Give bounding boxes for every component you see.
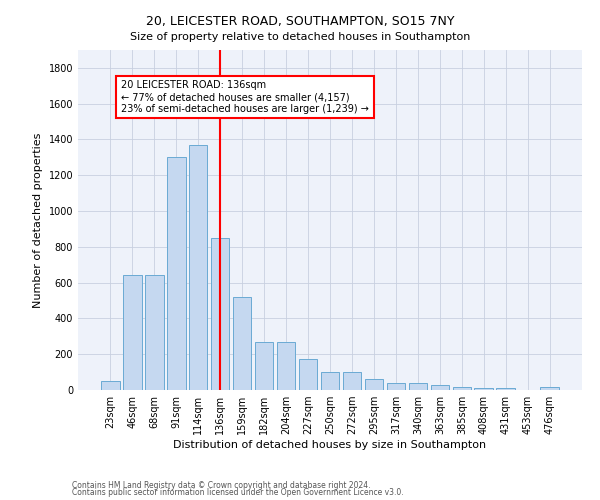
Bar: [343, 372, 361, 390]
Bar: [409, 383, 427, 390]
Bar: [299, 358, 317, 390]
Y-axis label: Number of detached properties: Number of detached properties: [33, 132, 43, 308]
Bar: [145, 276, 164, 390]
Bar: [233, 297, 251, 390]
Bar: [496, 388, 515, 390]
Text: 20, LEICESTER ROAD, SOUTHAMPTON, SO15 7NY: 20, LEICESTER ROAD, SOUTHAMPTON, SO15 7N…: [146, 15, 454, 28]
Bar: [255, 342, 274, 390]
Bar: [123, 276, 142, 390]
Bar: [277, 342, 295, 390]
Bar: [475, 388, 493, 390]
Bar: [320, 372, 340, 390]
Text: Size of property relative to detached houses in Southampton: Size of property relative to detached ho…: [130, 32, 470, 42]
Bar: [167, 158, 185, 390]
Text: 20 LEICESTER ROAD: 136sqm
← 77% of detached houses are smaller (4,157)
23% of se: 20 LEICESTER ROAD: 136sqm ← 77% of detac…: [121, 80, 369, 114]
Bar: [431, 385, 449, 390]
X-axis label: Distribution of detached houses by size in Southampton: Distribution of detached houses by size …: [173, 440, 487, 450]
Bar: [211, 238, 229, 390]
Text: Contains HM Land Registry data © Crown copyright and database right 2024.: Contains HM Land Registry data © Crown c…: [72, 480, 371, 490]
Bar: [386, 383, 405, 390]
Bar: [365, 380, 383, 390]
Text: Contains public sector information licensed under the Open Government Licence v3: Contains public sector information licen…: [72, 488, 404, 497]
Bar: [452, 388, 471, 390]
Bar: [541, 388, 559, 390]
Bar: [101, 381, 119, 390]
Bar: [189, 145, 208, 390]
